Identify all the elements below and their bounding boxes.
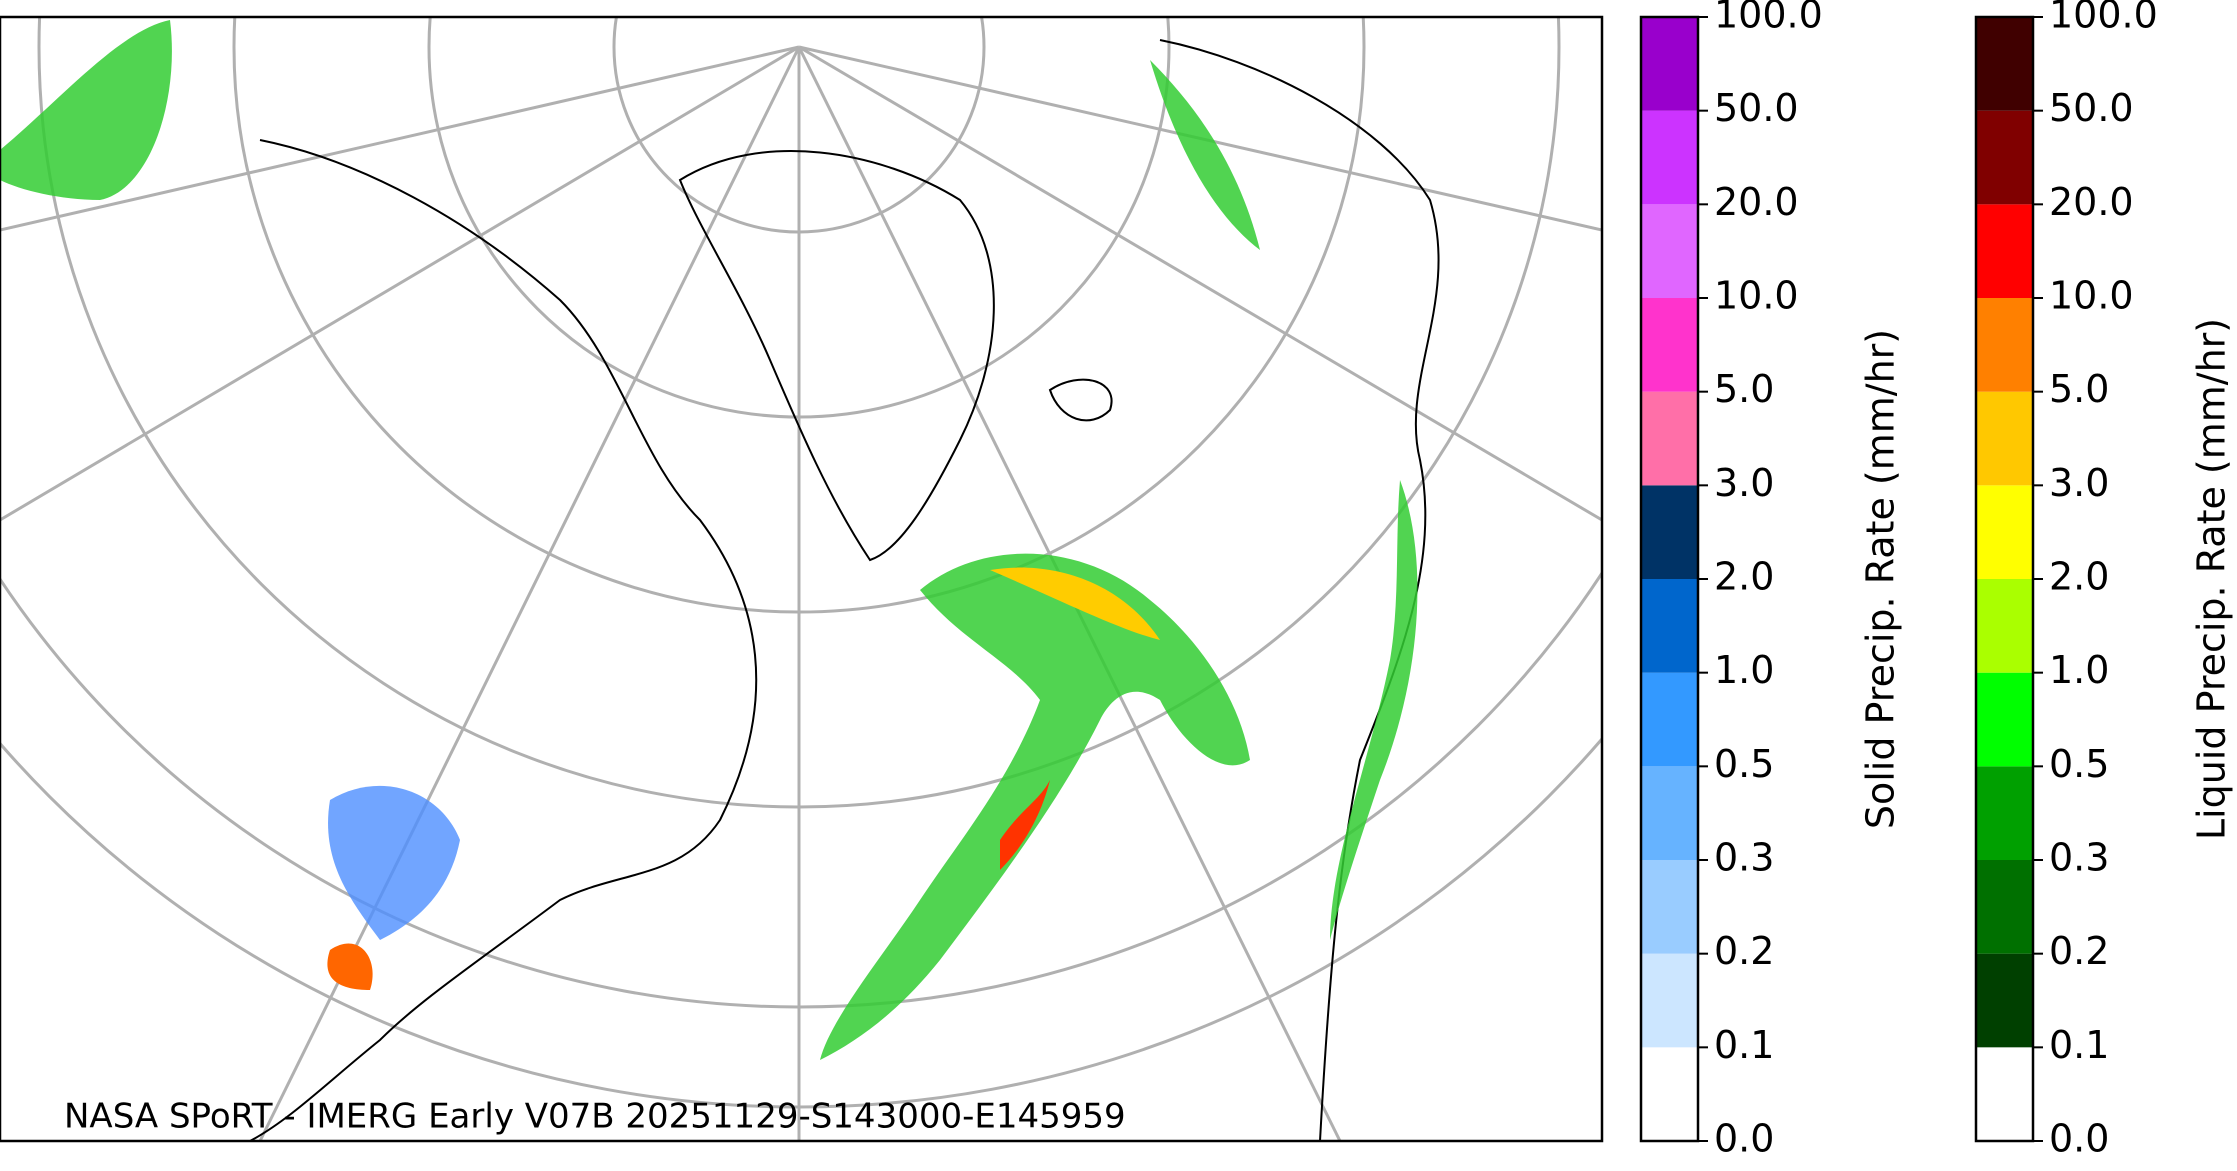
- colorbar-segment: [1976, 579, 2033, 673]
- colorbar-segment: [1976, 391, 2033, 486]
- colorbar-tick-label: 100.0: [1714, 0, 1823, 37]
- colorbar-segment: [1641, 204, 1698, 298]
- caption: NASA SPoRT - IMERG Early V07B 20251129-S…: [64, 1097, 1126, 1137]
- precipitation-core: [990, 567, 1160, 640]
- colorbar-segment: [1976, 672, 2033, 767]
- colorbar-segment: [1976, 110, 2033, 205]
- colorbar-tick-label: 0.3: [1714, 836, 1774, 880]
- colorbar-tick-label: 1.0: [2049, 648, 2109, 692]
- colorbar-segment: [1641, 110, 1698, 205]
- colorbar-segment: [1641, 485, 1698, 579]
- colorbar-segment: [1976, 1047, 2033, 1141]
- colorbar-segment: [1641, 1047, 1698, 1141]
- colorbar-tick-label: 0.1: [2049, 1023, 2109, 1067]
- colorbar-segment: [1976, 766, 2033, 860]
- map-area: NASA SPoRT - IMERG Early V07B 20251129-S…: [0, 17, 1602, 1141]
- colorbar-segment: [1641, 766, 1698, 860]
- colorbar-tick-label: 20.0: [2049, 180, 2134, 224]
- meridian: [798, 45, 1602, 522]
- iceland-coast: [1048, 378, 1113, 422]
- precipitation-core: [1000, 780, 1050, 870]
- colorbar-segment: [1976, 860, 2033, 954]
- colorbar-segment: [1641, 391, 1698, 486]
- colorbar-tick-label: 10.0: [2049, 274, 2134, 318]
- colorbar-segment: [1976, 204, 2033, 298]
- colorbar-tick-label: 0.5: [2049, 742, 2109, 786]
- colorbar-tick-label: 5.0: [2049, 367, 2109, 411]
- colorbar-segment: [1976, 485, 2033, 579]
- colorbar-tick-label: 50.0: [2049, 86, 2134, 130]
- colorbar-tick-label: 0.2: [2049, 929, 2109, 973]
- colorbar-tick-label: 1.0: [1714, 648, 1774, 692]
- colorbar-tick-label: 0.0: [2049, 1117, 2109, 1161]
- map-frame: [0, 15, 1604, 1143]
- precipitation-band: [1330, 480, 1418, 940]
- colorbar-tick-label: 0.0: [1714, 1117, 1774, 1161]
- colorbar-segment: [1641, 298, 1698, 392]
- colorbar-segment: [1976, 953, 2033, 1048]
- colorbar-segment: [1641, 953, 1698, 1048]
- colorbar-tick-label: 5.0: [1714, 367, 1774, 411]
- colorbar-tick-label: 3.0: [1714, 461, 1774, 505]
- greenland-coast: [678, 150, 995, 562]
- colorbar-tick-label: 2.0: [1714, 555, 1774, 599]
- colorbar-tick-label: 2.0: [2049, 555, 2109, 599]
- north-america-coast: [249, 139, 758, 1141]
- colorbar-tick-label: 10.0: [1714, 274, 1799, 318]
- colorbar-tick-label: 0.1: [1714, 1023, 1774, 1067]
- colorbar-tick-label: 20.0: [1714, 180, 1799, 224]
- meridian: [0, 45, 800, 232]
- meridian: [0, 45, 800, 522]
- colorbar-segment: [1641, 672, 1698, 767]
- colorbar-tick-label: 100.0: [2049, 0, 2158, 37]
- snow-area: [328, 785, 460, 940]
- colorbar-segment: [1641, 579, 1698, 673]
- colorbar-tick-label: 50.0: [1714, 86, 1799, 130]
- colorbar-segment: [1976, 298, 2033, 392]
- precipitation-band: [0, 20, 172, 200]
- colorbar-tick-label: 0.5: [1714, 742, 1774, 786]
- colorbar-label: Solid Precip. Rate (mm/hr): [1859, 329, 1903, 829]
- colorbar-label: Liquid Precip. Rate (mm/hr): [2190, 318, 2234, 840]
- colorbar-segment: [1641, 860, 1698, 954]
- map-background: [0, 17, 1602, 1141]
- precipitation-core: [327, 943, 373, 990]
- colorbar-tick-label: 3.0: [2049, 461, 2109, 505]
- colorbar-segment: [1976, 17, 2033, 111]
- colorbar-tick-label: 0.2: [1714, 929, 1774, 973]
- colorbar-tick-label: 0.3: [2049, 836, 2109, 880]
- precipitation-band: [1150, 60, 1260, 250]
- colorbar-segment: [1641, 17, 1698, 111]
